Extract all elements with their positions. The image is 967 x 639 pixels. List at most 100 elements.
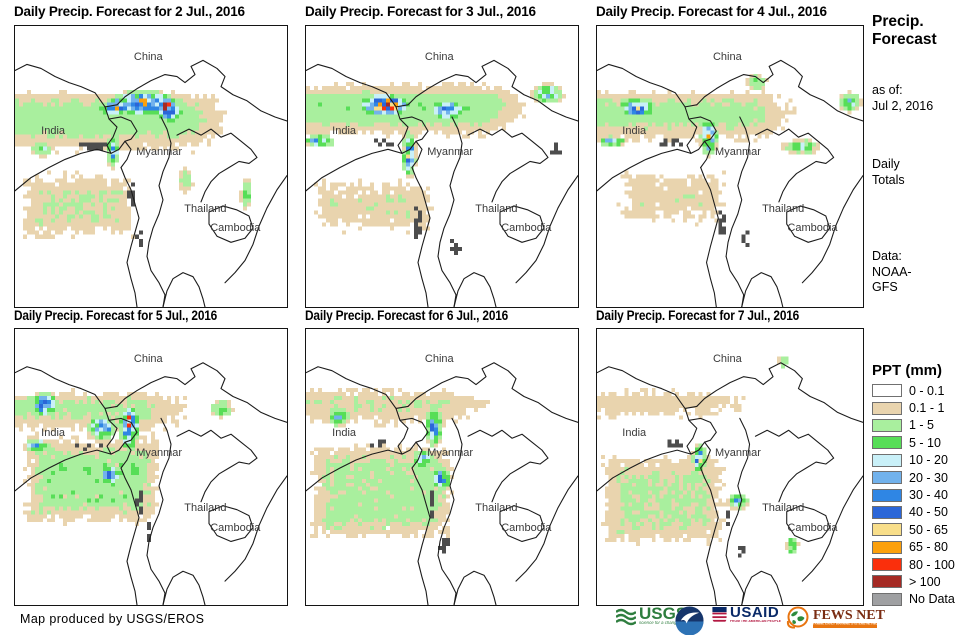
map-label-china: China	[424, 353, 454, 366]
precip-map-jul3: China India Myanmar Thailand Cambodia	[305, 25, 579, 308]
map-label-thailand: Thailand	[475, 502, 518, 515]
precip-map-jul2: China India Myanmar Thailand Cambodia	[14, 25, 288, 308]
noaa-emblem-icon	[675, 606, 704, 635]
precip-raster-canvas	[15, 26, 287, 307]
precip-map-jul4: China India Myanmar Thailand Cambodia	[596, 25, 864, 308]
legend-label: 65 - 80	[909, 540, 948, 555]
legend-item: > 100	[872, 573, 964, 590]
legend-title: PPT (mm)	[872, 362, 943, 379]
fewsnet-wordmark: FEWS NET	[813, 607, 885, 623]
legend-item: 40 - 50	[872, 504, 964, 521]
precip-raster-canvas	[306, 26, 578, 307]
legend-swatch	[872, 523, 902, 537]
sidebar-title-line1: Precip.	[872, 13, 924, 30]
legend-label: 5 - 10	[909, 435, 941, 450]
country-borders	[306, 362, 578, 605]
data-source-line1: NOAA-	[872, 264, 912, 279]
map-label-india: India	[622, 426, 647, 439]
map-label-myanmar: Myanmar	[715, 447, 761, 460]
map-label-china: China	[712, 353, 742, 366]
totals-line2: Totals	[872, 172, 905, 187]
legend-label: 80 - 100	[909, 557, 955, 572]
legend-swatch	[872, 558, 902, 572]
country-borders	[15, 362, 287, 605]
map-label-cambodia: Cambodia	[787, 521, 838, 534]
sidebar-title: Precip. Forecast	[872, 13, 964, 50]
legend-swatch	[872, 418, 902, 432]
map-credit: Map produced by USGS/EROS	[20, 612, 205, 626]
map-label-thailand: Thailand	[762, 502, 805, 515]
panel-title-4: Daily Precip. Forecast for 5 Jul., 2016	[14, 308, 218, 323]
usgs-tagline: science for a changing world	[639, 621, 694, 626]
legend-label: 20 - 30	[909, 470, 948, 485]
as-of-block: as of: Jul 2, 2016	[872, 83, 964, 114]
map-label-myanmar: Myanmar	[427, 146, 474, 159]
noaa-logo	[675, 606, 704, 635]
legend-item: 65 - 80	[872, 539, 964, 556]
map-label-myanmar: Myanmar	[715, 146, 761, 159]
as-of-label: as of:	[872, 83, 903, 97]
data-source-label: Data:	[872, 249, 902, 263]
legend-item: 0 - 0.1	[872, 382, 964, 399]
map-label-cambodia: Cambodia	[501, 521, 552, 534]
panel-title-2: Daily Precip. Forecast for 3 Jul., 2016	[305, 4, 536, 19]
map-label-india: India	[41, 125, 66, 138]
legend-item: 10 - 20	[872, 452, 964, 469]
legend-label: 10 - 20	[909, 453, 948, 468]
legend-item: No Data	[872, 591, 964, 608]
legend-item: 20 - 30	[872, 469, 964, 486]
legend-item: 30 - 40	[872, 486, 964, 503]
map-label-cambodia: Cambodia	[501, 222, 552, 235]
legend-label: 0 - 0.1	[909, 383, 945, 398]
panel-title-6: Daily Precip. Forecast for 7 Jul., 2016	[596, 308, 800, 323]
map-label-india: India	[622, 125, 647, 138]
totals-block: Daily Totals	[872, 157, 964, 188]
fewsnet-logo: FEWS NET FAMINE EARLY WARNING SYSTEMS NE…	[786, 606, 885, 630]
map-label-cambodia: Cambodia	[210, 521, 261, 534]
map-label-thailand: Thailand	[184, 202, 227, 215]
totals-line1: Daily	[872, 157, 900, 171]
map-label-china: China	[424, 50, 454, 63]
usaid-logo: USAID FROM THE AMERICAN PEOPLE	[712, 604, 821, 626]
legend-swatch	[872, 453, 902, 467]
country-borders	[15, 59, 287, 307]
precip-raster-canvas	[597, 329, 863, 605]
map-label-india: India	[332, 426, 357, 439]
legend-swatch	[872, 384, 902, 398]
legend-swatch	[872, 505, 902, 519]
as-of-date: Jul 2, 2016	[872, 98, 934, 113]
country-borders	[597, 59, 863, 307]
legend-item: 0.1 - 1	[872, 399, 964, 416]
legend-swatch	[872, 401, 902, 415]
country-borders	[597, 362, 863, 605]
legend-swatch	[872, 540, 902, 554]
legend-label: 40 - 50	[909, 505, 948, 520]
usaid-wordmark: USAID	[730, 604, 780, 621]
legend-item: 5 - 10	[872, 434, 964, 451]
fewsnet-tagline: FAMINE EARLY WARNING SYSTEMS NETWORK	[813, 622, 877, 626]
map-label-china: China	[712, 50, 742, 63]
legend-swatch	[872, 471, 902, 485]
map-label-india: India	[41, 426, 66, 439]
precip-map-jul7: China India Myanmar Thailand Cambodia	[596, 328, 864, 606]
map-label-cambodia: Cambodia	[787, 222, 838, 235]
country-borders	[306, 59, 578, 307]
usgs-waves-icon	[616, 608, 636, 625]
legend-swatch	[872, 592, 902, 606]
legend-label: No Data	[909, 592, 955, 607]
data-source-line2: GFS	[872, 280, 898, 295]
map-label-myanmar: Myanmar	[427, 447, 474, 460]
map-label-china: China	[133, 353, 163, 366]
legend-label: > 100	[909, 574, 941, 589]
precip-raster-canvas	[597, 26, 863, 307]
legend-label: 1 - 5	[909, 418, 935, 433]
usgs-wordmark: USGS	[639, 604, 688, 623]
usgs-logo: USGS science for a changing world	[616, 604, 715, 627]
legend-label: 30 - 40	[909, 488, 948, 503]
panel-title-1: Daily Precip. Forecast for 2 Jul., 2016	[14, 4, 245, 19]
legend-swatch	[872, 575, 902, 589]
map-label-myanmar: Myanmar	[136, 146, 183, 159]
precip-raster-canvas	[15, 329, 287, 605]
map-label-thailand: Thailand	[184, 502, 227, 515]
fewsnet-globe-icon	[786, 606, 809, 629]
